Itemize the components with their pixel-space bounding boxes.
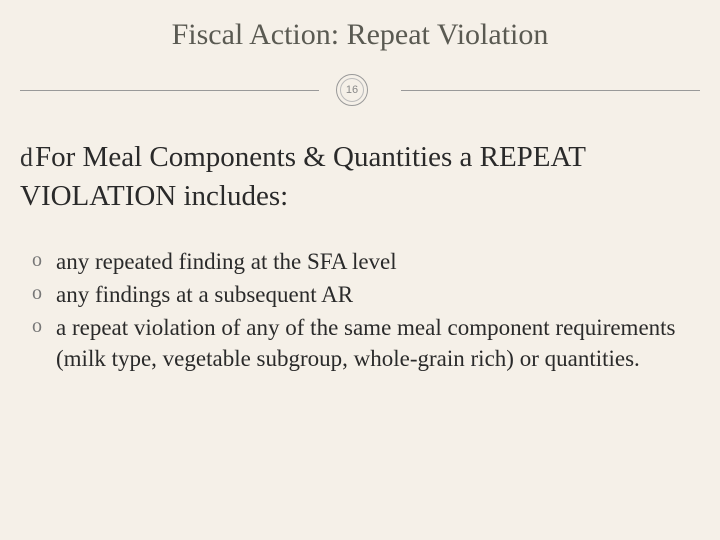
slide-title: Fiscal Action: Repeat Violation [20, 12, 700, 70]
arrow-icon: d [20, 143, 33, 172]
divider: 16 [20, 70, 700, 110]
page-number: 16 [340, 78, 364, 102]
list-item: any repeated finding at the SFA level [28, 246, 700, 277]
list-item: a repeat violation of any of the same me… [28, 312, 700, 374]
bullet-list: any repeated finding at the SFA level an… [20, 246, 700, 374]
divider-line-right [401, 90, 700, 91]
list-item: any findings at a subsequent AR [28, 279, 700, 310]
divider-line-left [20, 90, 319, 91]
page-badge: 16 [336, 74, 368, 106]
heading-text: For Meal Components & Quantities a REPEA… [20, 141, 585, 212]
body-heading: dFor Meal Components & Quantities a REPE… [20, 138, 700, 216]
